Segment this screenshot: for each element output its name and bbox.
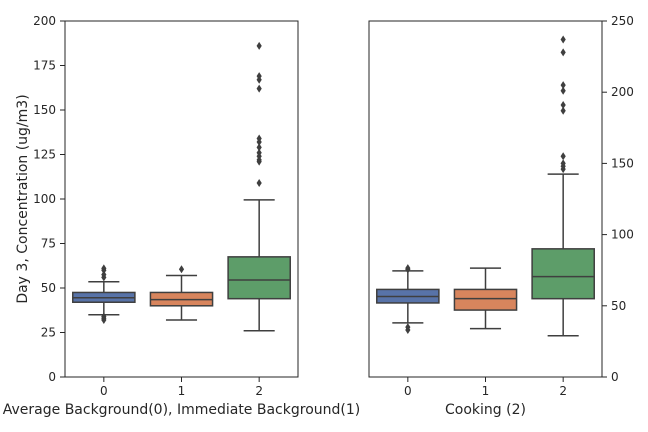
- iqr-box: [227, 256, 291, 300]
- y-tick-label: 200: [611, 85, 634, 99]
- outlier-point: [101, 270, 107, 279]
- x-tick-label: 0: [404, 384, 412, 398]
- y-tick-label: 100: [33, 192, 56, 206]
- box-group-0: [72, 264, 136, 325]
- x-tick-label: 2: [559, 384, 567, 398]
- y-tick-label: 25: [41, 326, 56, 340]
- plot-frame: [64, 20, 299, 378]
- left-boxplot-chart: 0 25 50 75 100 125 150 175 200 0 1 2 Average Backgro…: [3, 14, 360, 418]
- iqr-box: [531, 248, 595, 300]
- right-boxplot-chart: 0 50 100 150 200 250 0 1 2 Cooking (2): [368, 14, 634, 418]
- x-tick-label: 1: [178, 384, 186, 398]
- y-tick-label: 50: [41, 281, 56, 295]
- outlier-point: [560, 159, 566, 168]
- box-group-1: [149, 265, 214, 321]
- y-tick-label: 50: [611, 299, 626, 313]
- outlier-point: [256, 41, 262, 50]
- x-tick-label: 1: [482, 384, 490, 398]
- box-group-1: [453, 267, 518, 330]
- outlier-point: [560, 48, 566, 57]
- outlier-point: [256, 148, 262, 157]
- x-tick-label: 0: [100, 384, 108, 398]
- outlier-point: [178, 265, 185, 274]
- x-axis-label: Cooking (2): [445, 402, 526, 418]
- outlier-point: [256, 72, 262, 81]
- y-tick-label: 250: [611, 14, 634, 28]
- x-tick-label: 2: [255, 384, 263, 398]
- y-tick-label: 75: [41, 237, 56, 251]
- box-group-2: [531, 35, 595, 337]
- y-axis-label: Day 3, Concentration (ug/m3): [15, 94, 31, 303]
- outlier-point: [405, 326, 411, 335]
- outlier-point: [101, 264, 107, 273]
- outlier-point: [405, 264, 411, 273]
- x-axis-label: Average Background(0), Immediate Backgro…: [3, 402, 360, 418]
- box-group-2: [227, 41, 291, 332]
- y-tick-label: 150: [33, 103, 56, 117]
- outlier-point: [560, 81, 566, 90]
- outlier-point: [256, 134, 262, 143]
- y-tick-label: 100: [611, 228, 634, 242]
- y-tick-label: 200: [33, 14, 56, 28]
- box-group-0: [376, 264, 440, 335]
- outlier-point: [256, 178, 262, 187]
- outlier-point: [560, 101, 566, 110]
- y-tick-label: 125: [33, 148, 56, 162]
- outlier-point: [256, 143, 262, 152]
- outlier-point: [560, 106, 566, 115]
- outlier-point: [560, 152, 566, 161]
- outlier-point: [256, 84, 262, 93]
- iqr-box: [453, 288, 518, 311]
- y-tick-label: 0: [611, 370, 619, 384]
- y-tick-label: 0: [48, 370, 56, 384]
- outlier-point: [101, 316, 107, 325]
- outlier-point: [560, 86, 566, 95]
- y-tick-label: 175: [33, 59, 56, 73]
- y-tick-label: 150: [611, 156, 634, 170]
- outlier-point: [560, 35, 566, 44]
